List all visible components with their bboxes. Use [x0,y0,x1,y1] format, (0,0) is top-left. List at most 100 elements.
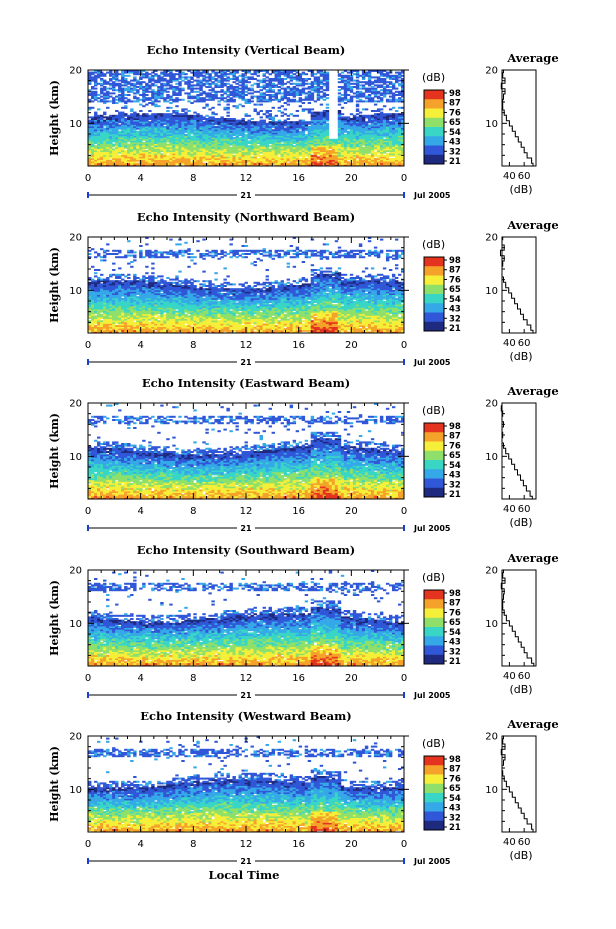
heatmap-cell [292,161,297,164]
heatmap-cell [178,151,182,154]
heatmap-cell [262,150,266,152]
heatmap-cell [385,154,390,157]
heatmap-cell [157,148,161,151]
heatmap-cell [376,154,381,157]
heatmap-cell [388,151,393,154]
heatmap-cell [337,137,342,140]
heatmap-cell [145,164,149,167]
heatmap-cell [361,114,366,117]
heatmap-cell [295,146,300,149]
heatmap-cell [223,106,227,109]
heatmap-cell [193,143,197,146]
heatmap-cell [190,161,194,164]
heatmap-cell [166,162,170,165]
heatmap-cell [208,159,212,162]
heatmap-cell [166,145,170,148]
heatmap-cell [154,158,158,160]
heatmap-cell [187,151,191,154]
heatmap-cell [394,137,399,140]
heatmap-cell [121,135,125,138]
heatmap-cell [325,97,330,100]
heatmap-cell [88,98,92,101]
heatmap-cell [358,87,363,90]
heatmap-cell [361,143,366,146]
heatmap-cell [292,140,297,143]
heatmap-cell [130,108,134,111]
heatmap-cell [190,130,194,133]
heatmap-cell [319,137,324,140]
heatmap-cell [268,145,272,148]
heatmap-cell [166,161,170,164]
heatmap-cell [280,138,285,141]
average-profile-point [502,69,505,71]
heatmap-cell [226,161,230,164]
heatmap-cell [175,86,179,88]
heatmap-cell [151,132,155,135]
heatmap-cell [100,140,104,143]
heatmap-cell [367,138,372,141]
heatmap-cell [154,143,158,146]
heatmap-cell [289,164,294,167]
heatmap-cell [331,158,336,160]
heatmap-cell [175,92,179,95]
heatmap-cell [331,164,336,167]
heatmap-cell [214,148,218,151]
heatmap-cell [184,137,188,140]
heatmap-cell [265,146,269,149]
heatmap-cell [349,86,354,88]
heatmap-cell [355,146,360,149]
heatmap-cell [394,110,399,112]
heatmap-cell [322,161,327,164]
heatmap-cell [250,87,254,90]
heatmap-cell [271,148,275,151]
heatmap-cell [328,161,333,164]
heatmap-cell [328,151,333,154]
heatmap-cell [286,132,291,135]
heatmap-cell [259,151,263,154]
heatmap-cell [145,71,149,74]
heatmap-cell [115,156,119,159]
heatmap-cell [379,135,384,138]
heatmap-cell [91,116,95,119]
heatmap-cell [337,81,342,84]
heatmap-cell [394,150,399,152]
heatmap-cell [172,162,176,165]
heatmap-cell [394,71,399,74]
heatmap-cell [175,132,179,135]
heatmap-cell [154,151,158,154]
heatmap-cell [130,142,134,144]
heatmap-cell [226,164,230,167]
heatmap-cell [208,142,212,144]
heatmap-cell [88,148,92,151]
heatmap-cell [178,154,182,157]
heatmap-cell [190,137,194,140]
heatmap-cell [169,158,173,160]
heatmap-cell [334,138,339,141]
heatmap-cell [103,162,107,165]
heatmap-cell [91,154,95,157]
colorbar-tick-label: 87 [449,99,461,109]
heatmap-cell [355,113,360,116]
heatmap-cell [208,73,212,76]
heatmap-cell [247,92,251,95]
heatmap-cell [130,159,134,162]
heatmap-cell [265,150,269,152]
heatmap-cell [133,148,137,151]
heatmap-cell [214,118,218,120]
heatmap-cell [238,150,242,152]
heatmap-cell [274,153,278,156]
heatmap-cell [133,92,137,95]
heatmap-cell [385,71,390,74]
heatmap-cell [181,143,185,146]
heatmap-cell [190,158,194,160]
heatmap-cell [112,161,116,164]
heatmap-cell [217,90,221,93]
heatmap-cell [280,148,285,151]
heatmap-cell [154,138,158,141]
heatmap-cell [298,89,303,92]
heatmap-cell [385,158,390,160]
heatmap-cell [97,97,101,100]
heatmap-cell [370,134,375,136]
average-profile-point [531,160,533,162]
heatmap-cell [268,134,272,136]
